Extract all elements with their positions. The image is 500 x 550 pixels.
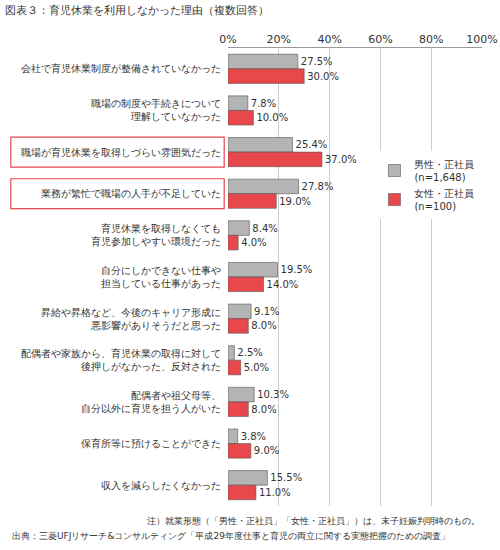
svg-text:業務が繁忙で職場の人手が不足していた: 業務が繁忙で職場の人手が不足していた <box>41 188 221 199</box>
svg-text:昇給や昇格など、今後のキャリア形成に悪影響がありそうだと思っ: 昇給や昇格など、今後のキャリア形成に悪影響がありそうだと思った <box>41 307 221 331</box>
svg-text:11.0%: 11.0% <box>259 487 291 498</box>
svg-text:14.0%: 14.0% <box>267 279 299 290</box>
svg-text:30.0%: 30.0% <box>307 71 339 82</box>
svg-text:27.8%: 27.8% <box>302 181 334 192</box>
svg-text:10.0%: 10.0% <box>256 112 288 123</box>
svg-text:8.0%: 8.0% <box>251 320 276 331</box>
svg-text:保育所等に預けることができた: 保育所等に預けることができた <box>81 438 221 449</box>
svg-text:10.3%: 10.3% <box>257 389 289 400</box>
svg-text:3.8%: 3.8% <box>241 431 266 442</box>
svg-text:収入を減らしたくなかった: 収入を減らしたくなかった <box>101 480 221 491</box>
svg-text:37.0%: 37.0% <box>325 154 357 165</box>
svg-text:80%: 80% <box>419 33 443 46</box>
svg-text:配偶者や家族から、育児休業の取得に対して後押しがなかった、反: 配偶者や家族から、育児休業の取得に対して後押しがなかった、反対された <box>21 348 221 372</box>
svg-text:20%: 20% <box>267 33 291 46</box>
svg-text:0%: 0% <box>219 33 236 46</box>
svg-text:2.5%: 2.5% <box>237 347 262 358</box>
svg-text:9.0%: 9.0% <box>254 445 279 456</box>
svg-text:19.5%: 19.5% <box>281 264 313 275</box>
svg-text:配偶者や祖父母等、自分以外に育児を担う人がいた: 配偶者や祖父母等、自分以外に育児を担う人がいた <box>81 390 221 414</box>
svg-text:8.4%: 8.4% <box>252 223 277 234</box>
svg-text:女性・正社員(n=100): 女性・正社員(n=100) <box>414 188 474 212</box>
svg-text:40%: 40% <box>317 33 341 46</box>
svg-text:図表３：育児休業を利用しなかった理由（複数回答）: 図表３：育児休業を利用しなかった理由（複数回答） <box>5 4 269 17</box>
svg-text:60%: 60% <box>368 33 392 46</box>
svg-text:100%: 100% <box>466 33 497 46</box>
svg-text:男性・正社員(n=1,648): 男性・正社員(n=1,648) <box>414 159 474 183</box>
svg-text:25.4%: 25.4% <box>296 139 328 150</box>
svg-text:19.0%: 19.0% <box>279 196 311 207</box>
svg-text:出典：三菱UFJリサーチ&コンサルティング「平成29年度仕事: 出典：三菱UFJリサーチ&コンサルティング「平成29年度仕事と育児の両立に関する… <box>12 531 450 541</box>
svg-text:職場の制度や手続きについて理解していなかった: 職場の制度や手続きについて理解していなかった <box>91 98 221 122</box>
svg-text:職場が育児休業を取得しづらい雰囲気だった: 職場が育児休業を取得しづらい雰囲気だった <box>21 147 221 158</box>
svg-text:4.0%: 4.0% <box>241 237 266 248</box>
svg-text:27.5%: 27.5% <box>301 56 333 67</box>
svg-text:9.1%: 9.1% <box>254 306 279 317</box>
svg-text:8.0%: 8.0% <box>251 404 276 415</box>
svg-text:15.5%: 15.5% <box>270 472 302 483</box>
svg-text:7.8%: 7.8% <box>251 98 276 109</box>
svg-text:5.0%: 5.0% <box>244 362 269 373</box>
svg-text:会社で育児休業制度が整備されていなかった: 会社で育児休業制度が整備されていなかった <box>21 63 221 74</box>
svg-text:育児休業を取得しなくても育児参加しやすい環境だった: 育児休業を取得しなくても育児参加しやすい環境だった <box>91 223 221 247</box>
svg-text:注）就業形態（「男性・正社員」「女性・正社員」）は、末子妊娠: 注）就業形態（「男性・正社員」「女性・正社員」）は、末子妊娠判明時のもの。 <box>147 516 480 526</box>
svg-text:自分にしかできない仕事や担当している仕事があった: 自分にしかできない仕事や担当している仕事があった <box>101 265 221 289</box>
